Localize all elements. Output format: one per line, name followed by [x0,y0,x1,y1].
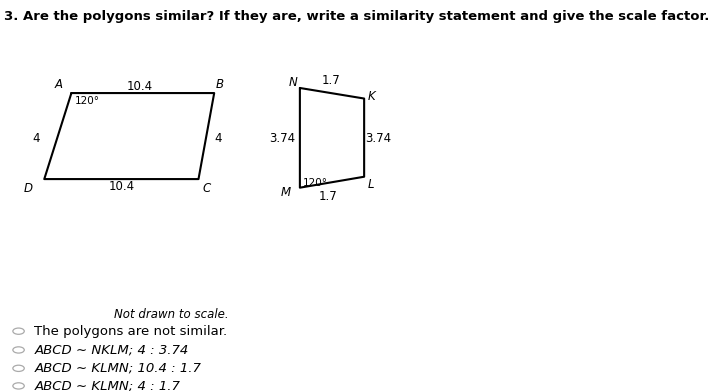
Text: D: D [24,182,33,195]
Text: 4: 4 [32,131,39,145]
Text: 10.4: 10.4 [109,180,134,194]
Text: M: M [281,186,291,199]
Text: 10.4: 10.4 [127,80,153,93]
Text: C: C [203,182,211,195]
Text: ABCD ∼ NKLM; 4 : 3.74: ABCD ∼ NKLM; 4 : 3.74 [34,343,188,357]
Text: Not drawn to scale.: Not drawn to scale. [114,308,228,321]
Text: 120°: 120° [75,96,100,106]
Text: B: B [216,77,224,91]
Text: ABCD ∼ KLMN; 4 : 1.7: ABCD ∼ KLMN; 4 : 1.7 [34,379,180,391]
Text: N: N [288,75,297,89]
Text: ABCD ∼ KLMN; 10.4 : 1.7: ABCD ∼ KLMN; 10.4 : 1.7 [34,362,201,375]
Text: 1.7: 1.7 [319,190,338,203]
Text: 3.74: 3.74 [366,132,391,145]
Text: 3.74: 3.74 [269,132,295,145]
Text: 120°: 120° [303,178,328,188]
Text: 3. Are the polygons similar? If they are, write a similarity statement and give : 3. Are the polygons similar? If they are… [4,10,710,23]
Text: The polygons are not similar.: The polygons are not similar. [34,325,227,338]
Text: 4: 4 [214,131,221,145]
Text: L: L [368,178,375,191]
Text: 1.7: 1.7 [321,74,340,88]
Text: K: K [368,90,375,104]
Text: A: A [54,77,63,91]
